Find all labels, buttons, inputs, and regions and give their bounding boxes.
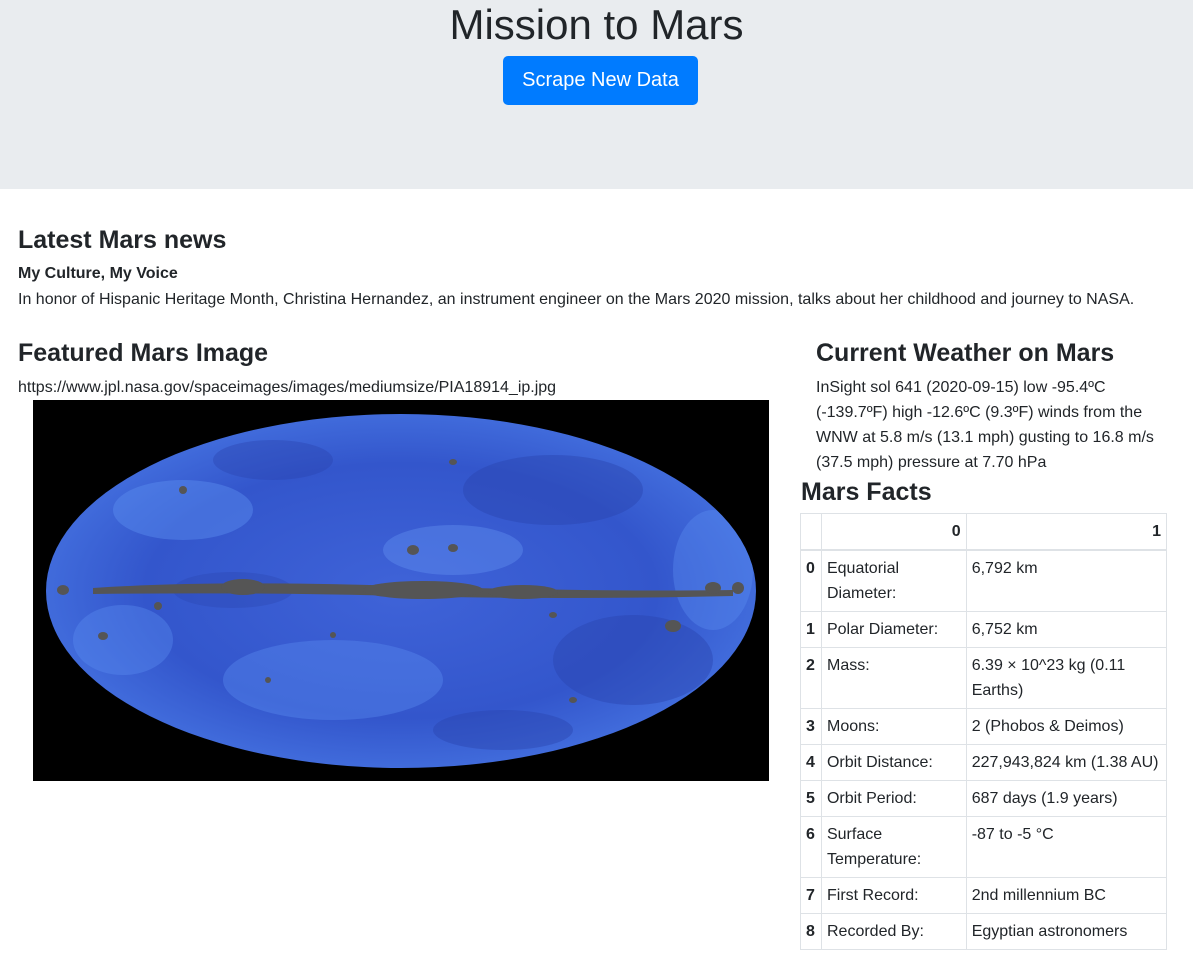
fact-value: 227,943,824 km (1.38 AU) [965,744,1168,781]
mars-facts-table: 0 1 0 Equatorial Diameter: 6,792 km 1 Po… [800,513,1168,950]
featured-mars-image [33,400,769,781]
featured-image-heading: Featured Mars Image [18,339,269,367]
fact-label: Equatorial Diameter: [820,549,967,612]
fact-label: Polar Diameter: [820,611,967,648]
news-paragraph: In honor of Hispanic Heritage Month, Chr… [18,291,1135,308]
table-row: 5 Orbit Period: 687 days (1.9 years) [800,780,1168,817]
table-row: 4 Orbit Distance: 227,943,824 km (1.38 A… [800,744,1168,781]
weather-text: InSight sol 641 (2020-09-15) low -95.4ºC… [816,379,1154,471]
page-title: Mission to Mars [449,1,744,48]
fact-value: -87 to -5 °C [965,816,1168,878]
fact-value: 6.39 × 10^23 kg (0.11 Earths) [965,647,1168,709]
fact-label: Orbit Distance: [820,744,967,781]
fact-value: 2nd millennium BC [965,877,1168,914]
table-row: 3 Moons: 2 (Phobos & Deimos) [800,708,1168,745]
table-row: 0 Equatorial Diameter: 6,792 km [800,549,1168,612]
news-heading: Latest Mars news [18,226,227,254]
fact-label: Recorded By: [820,913,967,950]
row-index: 1 [800,611,822,648]
featured-image-url: https://www.jpl.nasa.gov/spaceimages/ima… [18,379,557,396]
scrape-new-data-button[interactable]: Scrape New Data [503,56,698,105]
row-index: 2 [800,647,822,709]
table-header-cell: 0 [820,513,967,551]
table-row: 8 Recorded By: Egyptian astronomers [800,913,1168,950]
jumbotron-header: Mission to Mars Scrape New Data [0,0,1193,189]
fact-label: Orbit Period: [820,780,967,817]
mars-facts-heading: Mars Facts [801,478,932,506]
row-index: 5 [800,780,822,817]
fact-value: 687 days (1.9 years) [965,780,1168,817]
fact-value: 2 (Phobos & Deimos) [965,708,1168,745]
fact-value: Egyptian astronomers [965,913,1168,950]
fact-value: 6,752 km [965,611,1168,648]
table-header-cell: 1 [965,513,1168,551]
row-index: 3 [800,708,822,745]
fact-value: 6,792 km [965,549,1168,612]
table-row: 2 Mass: 6.39 × 10^23 kg (0.11 Earths) [800,647,1168,709]
table-header-cell [800,513,822,551]
news-title: My Culture, My Voice [18,265,178,282]
row-index: 8 [800,913,822,950]
table-row: 1 Polar Diameter: 6,752 km [800,611,1168,648]
fact-label: Moons: [820,708,967,745]
weather-heading: Current Weather on Mars [816,339,1115,367]
row-index: 0 [800,549,822,612]
table-header-row: 0 1 [800,513,1168,551]
row-index: 6 [800,816,822,878]
fact-label: First Record: [820,877,967,914]
row-index: 4 [800,744,822,781]
fact-label: Surface Temperature: [820,816,967,878]
row-index: 7 [800,877,822,914]
table-row: 6 Surface Temperature: -87 to -5 °C [800,816,1168,878]
table-row: 7 First Record: 2nd millennium BC [800,877,1168,914]
fact-label: Mass: [820,647,967,709]
